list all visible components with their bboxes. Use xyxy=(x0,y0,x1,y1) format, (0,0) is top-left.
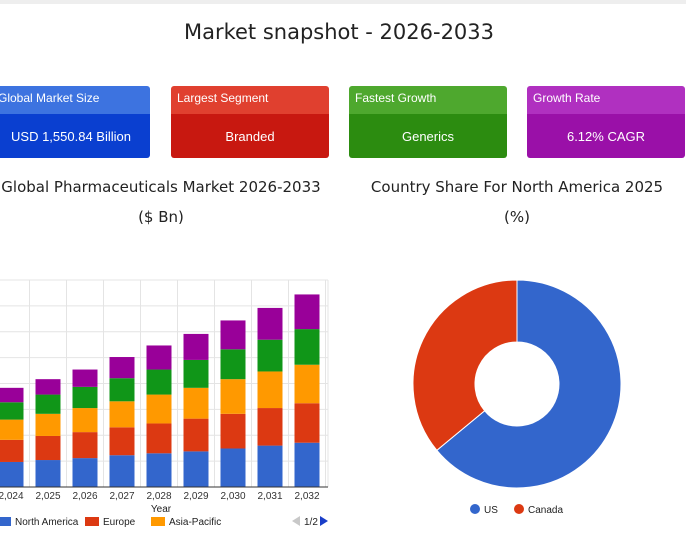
x-tick-label: 2,030 xyxy=(220,491,245,502)
bar-segment xyxy=(257,408,283,446)
bar-segment xyxy=(220,413,246,449)
bar-segment xyxy=(109,357,135,379)
card-value: 6.12% CAGR xyxy=(527,114,685,158)
legend-swatch xyxy=(151,517,165,526)
pager-label: 1/2 xyxy=(304,517,318,528)
bar-segment xyxy=(109,455,135,487)
bar-segment xyxy=(72,408,98,433)
growth-rate-card: Growth Rate 6.12% CAGR xyxy=(527,86,685,158)
donut-slice xyxy=(412,279,518,451)
donut-slice xyxy=(436,279,622,489)
x-tick-label: 2,024 xyxy=(0,491,24,502)
bar-segment xyxy=(109,401,135,428)
bar-segment xyxy=(146,453,172,487)
bar-segment xyxy=(72,386,98,409)
bar-segment xyxy=(146,423,172,454)
card-value: Branded xyxy=(171,114,329,158)
x-tick-label: 2,028 xyxy=(146,491,171,502)
fastest-growth-card: Fastest Growth Generics xyxy=(349,86,507,158)
bar-segment xyxy=(0,461,24,487)
bar-segment xyxy=(35,394,61,414)
card-label: Largest Segment xyxy=(171,86,329,114)
bar-segment xyxy=(146,394,172,424)
legend-label: Asia-Pacific xyxy=(169,517,221,528)
card-label: Global Market Size xyxy=(0,86,150,114)
bar-segment xyxy=(183,387,209,419)
bar-segment xyxy=(294,442,320,487)
bar-segment xyxy=(0,419,24,440)
legend-label: Europe xyxy=(103,517,136,528)
bar-segment xyxy=(72,458,98,487)
bar-segment xyxy=(183,333,209,360)
largest-segment-card: Largest Segment Branded xyxy=(171,86,329,158)
legend-label: US xyxy=(484,505,498,516)
x-tick-label: 2,027 xyxy=(109,491,134,502)
bar-segment xyxy=(35,413,61,436)
legend-label: Canada xyxy=(528,505,563,516)
bar-segment xyxy=(109,427,135,456)
bar-segment xyxy=(257,339,283,372)
bar-segment xyxy=(183,418,209,452)
card-label: Fastest Growth xyxy=(349,86,507,114)
donut-chart-title: Country Share For North America 2025 (%) xyxy=(370,178,664,226)
next-page-icon xyxy=(320,516,328,526)
bar-chart: 2,024 2,025 2,026 2,027 2,028 2,029 2,030 2,031… xyxy=(0,279,329,528)
bar-segment xyxy=(146,345,172,370)
bar-segment xyxy=(72,432,98,459)
bar-segment xyxy=(0,402,24,420)
x-axis-title: Year xyxy=(151,504,172,515)
bar-segment xyxy=(109,378,135,402)
previous-page-icon xyxy=(292,516,300,526)
bar-segment xyxy=(257,307,283,340)
bar-segment xyxy=(294,403,320,443)
legend-dot xyxy=(514,504,524,514)
bar-segment xyxy=(0,439,24,462)
card-label: Growth Rate xyxy=(527,86,685,114)
bar-segment xyxy=(35,435,61,461)
bar-segment xyxy=(0,387,24,403)
bar-chart-title: Global Pharmaceuticals Market 2026-2033 … xyxy=(1,178,321,226)
card-value: Generics xyxy=(349,114,507,158)
page-title: Market snapshot - 2026-2033 xyxy=(183,20,495,44)
x-tick-label: 2,029 xyxy=(183,491,208,502)
bar-segment xyxy=(294,364,320,404)
legend-swatch xyxy=(85,517,99,526)
bar-segment xyxy=(35,460,61,487)
bar-segment xyxy=(294,329,320,365)
bar-segment xyxy=(294,294,320,330)
bar-segment xyxy=(220,379,246,414)
top-divider xyxy=(0,0,686,4)
legend-label: North America xyxy=(15,517,79,528)
bar-segment xyxy=(220,448,246,487)
bar-segment xyxy=(257,445,283,487)
card-value: USD 1,550.84 Billion xyxy=(0,114,150,158)
bar-segment xyxy=(183,451,209,487)
bar-segment xyxy=(35,379,61,395)
bar-segment xyxy=(220,349,246,380)
legend-dot xyxy=(470,504,480,514)
bar-segment xyxy=(146,369,172,395)
x-tick-label: 2,026 xyxy=(72,491,97,502)
bar-segment xyxy=(220,320,246,350)
bar-segment xyxy=(183,359,209,388)
legend-swatch xyxy=(0,517,11,526)
x-tick-label: 2,032 xyxy=(294,491,319,502)
bar-segment xyxy=(257,371,283,409)
x-tick-label: 2,025 xyxy=(35,491,60,502)
global-market-size-card: Global Market Size USD 1,550.84 Billion xyxy=(0,86,150,158)
bar-segment xyxy=(72,369,98,387)
x-tick-label: 2,031 xyxy=(257,491,282,502)
